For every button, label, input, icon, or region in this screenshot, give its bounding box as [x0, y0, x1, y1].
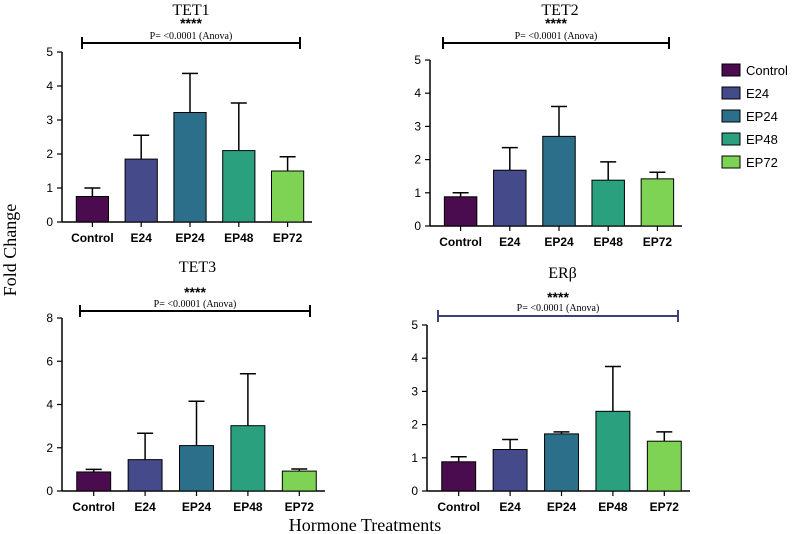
p-value-label: P= <0.0001 (Anova) [515, 31, 598, 42]
x-category-label: Control [71, 231, 114, 245]
bar-e24 [492, 449, 528, 492]
significance-stars: **** [547, 289, 569, 305]
legend-item-ep72: EP72 [721, 155, 778, 170]
x-category-label: E24 [499, 235, 521, 249]
x-category-label: Control [439, 235, 482, 249]
significance-stars: **** [180, 15, 202, 31]
legend-item-e24: E24 [721, 86, 769, 101]
legend-swatch [721, 63, 741, 77]
y-tick-label: 4 [414, 86, 421, 100]
p-value-label: P= <0.0001 (Anova) [517, 303, 600, 314]
bar-ep72 [270, 170, 305, 223]
y-tick-label: 3 [411, 384, 418, 398]
x-category-label: EP48 [594, 235, 624, 249]
x-category-label: E24 [499, 500, 521, 514]
chart-title: TET1 [172, 2, 209, 19]
legend-item-ep48: EP48 [721, 132, 778, 147]
legend-swatch [721, 132, 741, 146]
bar-control [75, 196, 110, 223]
y-tick-label: 2 [46, 147, 53, 161]
bar-e24 [124, 158, 158, 223]
bar-ep72 [640, 178, 675, 227]
chart-panel-4: ERβ ****P= <0.0001 (Anova) 0 1 2 3 4 5 Control E2… [411, 265, 690, 514]
bar-control [441, 461, 477, 492]
x-category-label: EP24 [544, 235, 574, 249]
x-category-label: EP24 [547, 500, 577, 514]
y-tick-label: 2 [46, 441, 53, 455]
x-category-label: EP24 [175, 231, 205, 245]
x-category-label: Control [72, 500, 115, 514]
x-category-label: Control [437, 500, 480, 514]
y-tick-label: 5 [414, 53, 421, 67]
y-axis-title: Fold Change [0, 204, 20, 297]
legend-swatch [721, 155, 741, 169]
bar-control [76, 471, 112, 492]
bar-ep24 [173, 112, 207, 223]
y-tick-label: 4 [46, 79, 53, 93]
bar-ep72 [646, 440, 682, 492]
bar-e24 [493, 169, 527, 227]
y-tick-label: 3 [46, 113, 53, 127]
legend-swatch [721, 109, 741, 123]
chart-title: TET3 [179, 259, 216, 276]
legend-label: EP24 [746, 109, 778, 124]
x-category-label: EP48 [233, 500, 263, 514]
legend-item-ep24: EP24 [721, 109, 778, 124]
legend-item-control: Control [721, 63, 788, 78]
y-tick-label: 1 [414, 186, 421, 200]
x-category-label: EP24 [182, 500, 212, 514]
bar-ep24 [544, 433, 579, 492]
x-category-label: EP48 [224, 231, 254, 245]
chart-title: TET2 [541, 2, 578, 19]
legend-swatch [721, 86, 741, 100]
x-category-label: EP72 [273, 231, 303, 245]
significance-stars: **** [184, 284, 206, 300]
bar-ep48 [591, 179, 625, 227]
chart-panel-3: TET3 ****P= <0.0001 (Anova) 0 2 4 6 8 Control E2… [46, 259, 325, 514]
y-tick-label: 4 [46, 398, 53, 412]
legend: Control E24 EP24 EP48 EP72 [721, 63, 788, 170]
x-category-label: EP72 [650, 500, 680, 514]
y-tick-label: 5 [411, 318, 418, 332]
y-tick-label: 0 [46, 215, 53, 229]
y-tick-label: 1 [411, 451, 418, 465]
bar-ep24 [179, 445, 214, 492]
x-category-label: E24 [134, 500, 156, 514]
bar-control [443, 196, 478, 227]
y-tick-label: 1 [46, 181, 53, 195]
p-value-label: P= <0.0001 (Anova) [150, 31, 233, 42]
legend-label: E24 [746, 86, 769, 101]
x-category-label: EP72 [643, 235, 673, 249]
bar-ep24 [542, 135, 576, 227]
chart-title: ERβ [548, 265, 577, 282]
y-tick-label: 0 [414, 219, 421, 233]
bar-ep48 [230, 425, 266, 492]
x-category-label: EP48 [598, 500, 628, 514]
y-tick-label: 0 [46, 484, 53, 498]
p-value-label: P= <0.0001 (Anova) [154, 299, 237, 310]
y-tick-label: 3 [414, 119, 421, 133]
y-tick-label: 2 [411, 418, 418, 432]
y-tick-label: 0 [411, 484, 418, 498]
legend-label: Control [746, 63, 788, 78]
x-category-label: E24 [131, 231, 153, 245]
y-tick-label: 2 [414, 153, 421, 167]
bar-ep48 [222, 150, 256, 223]
bar-ep48 [595, 410, 631, 492]
x-axis-title: Hormone Treatments [289, 515, 442, 534]
bar-ep72 [281, 470, 317, 492]
significance-stars: **** [545, 15, 567, 31]
y-tick-label: 8 [46, 311, 53, 325]
y-tick-label: 4 [411, 351, 418, 365]
chart-panel-1: TET1****P= <0.0001 (Anova) 0 1 2 3 4 5 Control E… [46, 2, 312, 245]
y-tick-label: 5 [46, 45, 53, 59]
chart-panel-2: TET2****P= <0.0001 (Anova) 0 1 2 3 4 5 Control E… [414, 2, 682, 249]
legend-label: EP48 [746, 132, 778, 147]
legend-label: EP72 [746, 155, 778, 170]
bar-e24 [127, 459, 163, 492]
y-tick-label: 6 [46, 354, 53, 368]
x-category-label: EP72 [285, 500, 315, 514]
